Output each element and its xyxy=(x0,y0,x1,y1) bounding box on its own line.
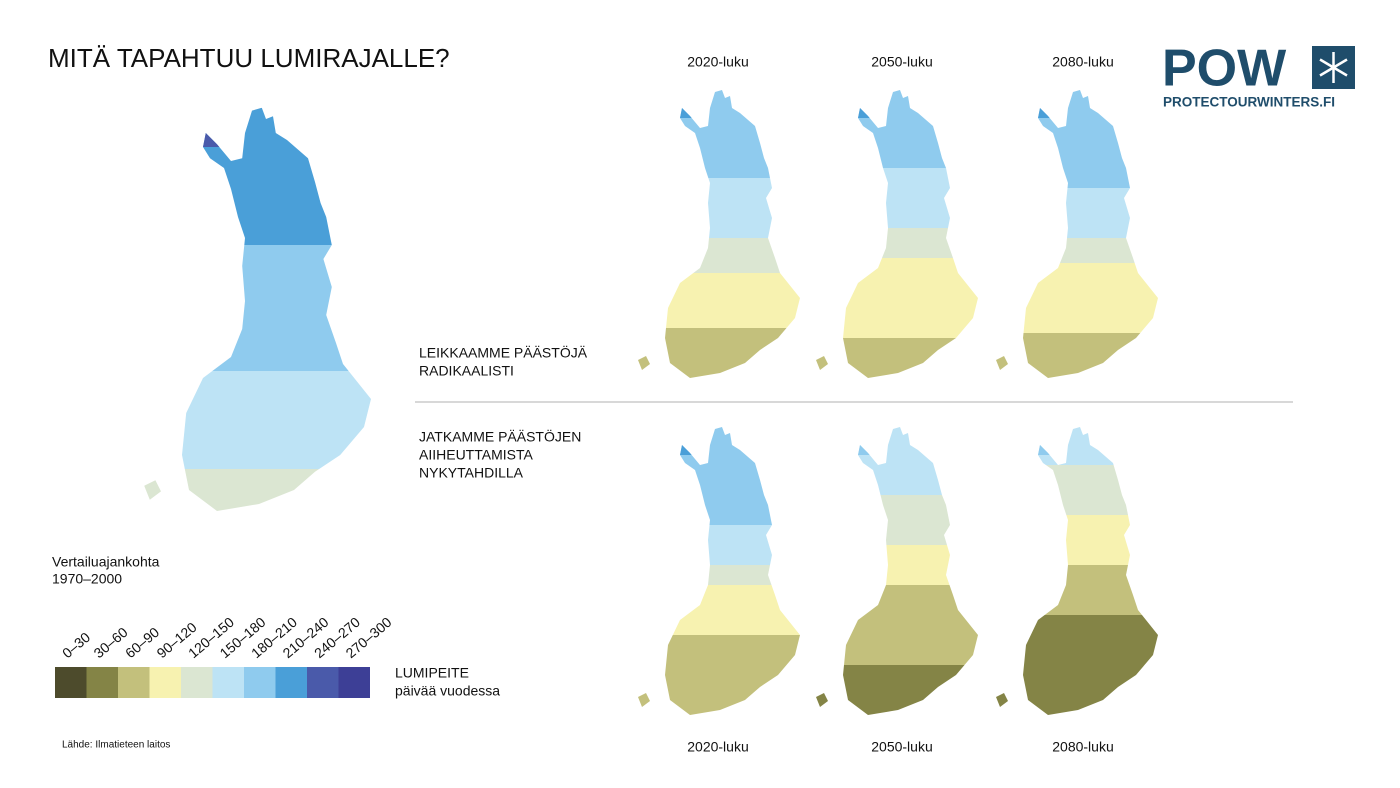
snow-band xyxy=(144,245,371,371)
arm-tint xyxy=(1036,440,1050,455)
finland-map xyxy=(816,427,978,715)
finland-map xyxy=(816,90,978,378)
arm-tint xyxy=(856,440,870,455)
scenario-line: JATKAMME PÄÄSTÖJEN xyxy=(419,428,581,445)
snow-band xyxy=(816,495,978,545)
snow-band xyxy=(638,328,800,378)
scenario-line: NYKYTAHDILLA xyxy=(419,465,524,481)
column-heading: 2050-luku xyxy=(871,54,933,70)
source: Lähde: Ilmatieteen laitos xyxy=(62,740,170,751)
snow-band xyxy=(816,228,978,258)
map-fill xyxy=(638,90,800,378)
map-fill xyxy=(144,107,371,511)
arm-tint xyxy=(678,440,692,455)
snow-band xyxy=(996,615,1158,715)
scenario-line: AIIHEUTTAMISTA xyxy=(419,447,533,463)
finland-map xyxy=(638,90,800,378)
snow-band xyxy=(638,635,800,715)
legend-label: 60–90 xyxy=(122,624,162,661)
legend-swatch xyxy=(244,667,276,698)
legend-title: LUMIPEITE xyxy=(395,665,469,681)
legend-swatch xyxy=(212,667,244,698)
scenario-line: RADIKAALISTI xyxy=(419,363,514,379)
legend-swatch xyxy=(118,667,150,698)
arm-tint xyxy=(200,126,220,147)
legend-swatch xyxy=(55,667,87,698)
snow-band xyxy=(144,107,371,245)
snow-band xyxy=(144,469,371,511)
snow-band xyxy=(996,333,1158,378)
baseline-label: Vertailuajankohta xyxy=(52,554,160,570)
snow-band xyxy=(638,427,800,525)
snow-band xyxy=(638,238,800,273)
snow-band xyxy=(638,90,800,178)
snow-band xyxy=(996,90,1158,188)
logo-mark: POW xyxy=(1162,40,1287,98)
snow-band xyxy=(996,515,1158,565)
title: MITÄ TAPAHTUU LUMIRAJALLE? xyxy=(48,43,450,73)
baseline-period: 1970–2000 xyxy=(52,571,122,587)
finland-map xyxy=(638,427,800,715)
snow-band xyxy=(638,178,800,238)
snow-band xyxy=(996,427,1158,465)
legend-swatch xyxy=(181,667,213,698)
snow-band xyxy=(638,565,800,585)
column-heading: 2080-luku xyxy=(1052,54,1114,70)
arm-tint xyxy=(678,103,692,118)
snow-band xyxy=(816,338,978,378)
legend-swatch xyxy=(86,667,118,698)
map-fill xyxy=(996,90,1158,378)
snow-band xyxy=(996,238,1158,263)
snow-band xyxy=(996,565,1158,615)
snow-band xyxy=(816,258,978,338)
finland-map xyxy=(996,427,1158,715)
map-fill xyxy=(996,427,1158,715)
arm-tint xyxy=(1036,103,1050,118)
legend-swatch xyxy=(275,667,307,698)
snow-band xyxy=(816,585,978,665)
snow-band xyxy=(144,371,371,469)
map-fill xyxy=(816,427,978,715)
map-fill xyxy=(638,427,800,715)
map-fill xyxy=(816,90,978,378)
snow-band xyxy=(638,273,800,328)
arm-tint xyxy=(856,103,870,118)
finland-map xyxy=(144,107,371,511)
column-heading: 2050-luku xyxy=(871,739,933,755)
legend-swatch xyxy=(307,667,339,698)
legend-label: 30–60 xyxy=(91,624,131,661)
snowflake xyxy=(1319,52,1348,83)
legend-swatch xyxy=(338,667,370,698)
logo-url: PROTECTOURWINTERS.FI xyxy=(1163,95,1335,110)
legend-swatch xyxy=(149,667,181,698)
scenario-line: LEIKKAAMME PÄÄSTÖJÄ xyxy=(419,344,588,361)
snow-band xyxy=(996,465,1158,515)
column-heading: 2080-luku xyxy=(1052,739,1114,755)
column-heading: 2020-luku xyxy=(687,739,749,755)
snow-band xyxy=(816,427,978,495)
snow-band xyxy=(816,545,978,585)
column-heading: 2020-luku xyxy=(687,54,749,70)
legend-label: 0–30 xyxy=(59,629,93,661)
logo-snowflake xyxy=(1312,46,1355,89)
snow-band xyxy=(816,90,978,168)
snow-band xyxy=(816,168,978,228)
snow-band xyxy=(638,585,800,635)
snow-band xyxy=(996,263,1158,333)
finland-map xyxy=(996,90,1158,378)
snow-band xyxy=(638,525,800,565)
snow-band xyxy=(816,665,978,715)
legend-subtitle: päivää vuodessa xyxy=(395,683,500,699)
snow-band xyxy=(996,188,1158,238)
